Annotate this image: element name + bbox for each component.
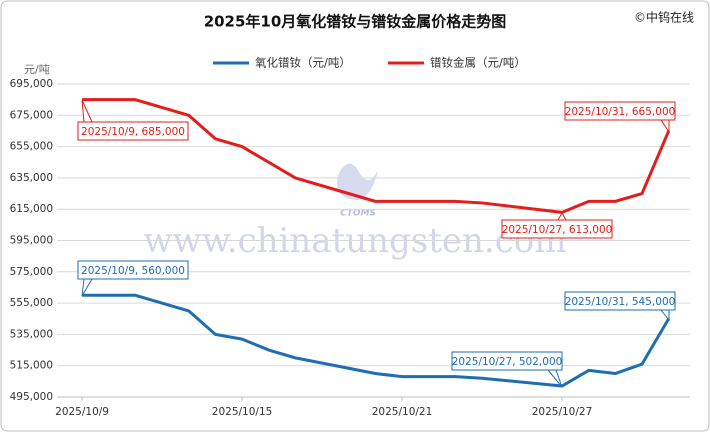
- callout-box: [564, 291, 676, 311]
- data-label: 2025/10/9, 685,000: [81, 126, 185, 138]
- series-line: [82, 98, 671, 214]
- copyright: ©中钨在线: [634, 10, 694, 25]
- data-label: 2025/10/31, 665,000: [565, 106, 676, 118]
- callout-box: [501, 219, 613, 239]
- y-tick-label: 695,000: [10, 78, 53, 90]
- callout-box: [451, 351, 563, 371]
- x-tick-label: 2025/10/15: [212, 406, 273, 418]
- data-label: 2025/10/27, 502,000: [452, 356, 563, 368]
- y-tick-label: 515,000: [10, 360, 53, 372]
- logo-text: CTOMS: [340, 209, 376, 219]
- y-tick-label: 535,000: [10, 328, 53, 340]
- logo-mark: [337, 163, 378, 200]
- y-tick-label: 555,000: [10, 297, 53, 309]
- x-tick-label: 2025/10/27: [532, 406, 593, 418]
- data-label: 2025/10/31, 545,000: [565, 296, 676, 308]
- data-label: 2025/10/9, 560,000: [81, 265, 185, 277]
- y-tick-label: 595,000: [10, 235, 53, 247]
- callout-box: [77, 121, 189, 141]
- y-tick-label: 675,000: [10, 109, 53, 121]
- chart-title: 2025年10月氧化镨钕与镨钕金属价格走势图: [204, 13, 507, 31]
- y-tick-label: 495,000: [10, 391, 53, 403]
- y-tick-label: 655,000: [10, 141, 53, 153]
- series-line: [82, 293, 670, 388]
- legend-label: 镨钕金属（元/吨）: [430, 56, 526, 70]
- y-tick-label: 575,000: [10, 266, 53, 278]
- y-unit: 元/吨: [24, 63, 50, 76]
- y-tick-label: 635,000: [10, 172, 53, 184]
- callout-box: [77, 260, 189, 280]
- legend-label: 氧化镨钕（元/吨）: [255, 56, 351, 70]
- x-tick-label: 2025/10/21: [372, 406, 433, 418]
- x-tick-label: 2025/10/9: [55, 406, 109, 418]
- y-tick-label: 615,000: [10, 203, 53, 215]
- callout-box: [564, 101, 676, 121]
- data-label: 2025/10/27, 613,000: [502, 224, 613, 236]
